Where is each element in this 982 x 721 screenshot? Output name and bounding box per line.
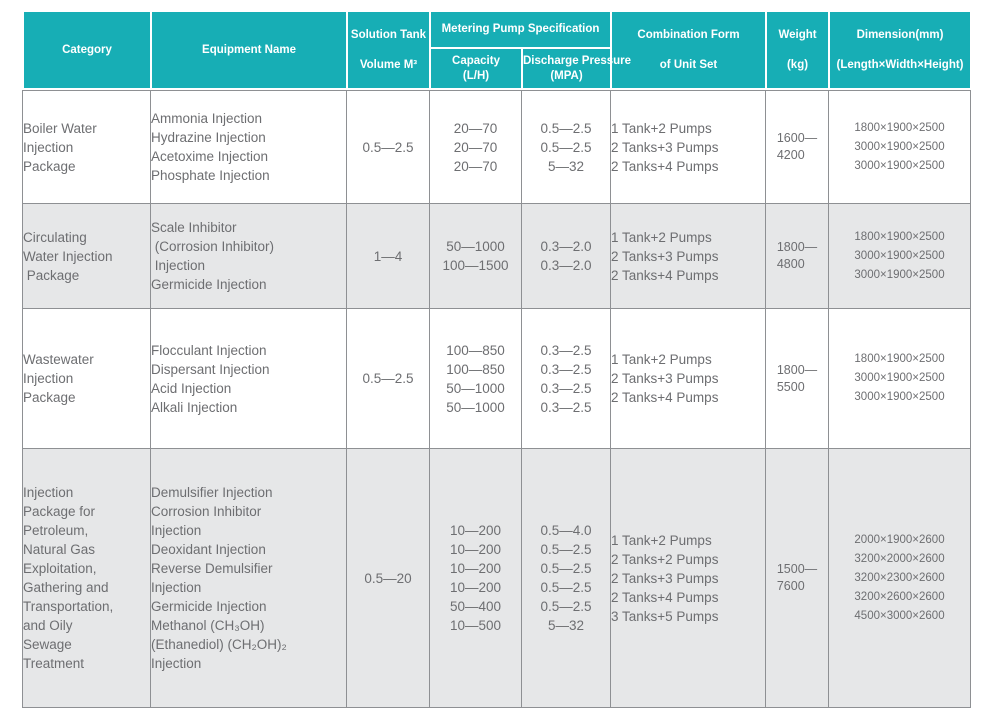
cell-discharge: 0.3—2.5 0.3—2.5 0.3—2.5 0.3—2.5 (521, 308, 611, 449)
cell-dimension: 1800×1900×2500 3000×1900×2500 3000×1900×… (828, 203, 971, 309)
discharge-text: 0.5—2.5 0.5—2.5 5—32 (540, 120, 592, 174)
discharge-text: 0.5—4.0 0.5—2.5 0.5—2.5 0.5—2.5 0.5—2.5 … (540, 523, 592, 633)
equipment-text: Demulsifier Injection Corrosion Inhibito… (151, 485, 287, 671)
header-weight: Weight (kg) (765, 10, 831, 90)
cell-capacity: 100—850 100—850 50—1000 50—1000 (429, 308, 522, 449)
cell-equipment: Scale Inhibitor (Corrosion Inhibitor) In… (150, 203, 347, 309)
tank-volume-text: 0.5—2.5 (362, 139, 414, 155)
cell-weight: 1800— 5500 (765, 308, 829, 449)
cell-category: Wastewater Injection Package (22, 308, 151, 449)
header-solution-tank-volume-label: Solution Tank Volume M³ (350, 29, 427, 71)
weight-text: 1800— 5500 (776, 362, 818, 394)
cell-capacity: 10—200 10—200 10—200 10—200 50—400 10—50… (429, 448, 522, 708)
cell-category: Boiler Water Injection Package (22, 90, 151, 204)
combination-text: 1 Tank+2 Pumps 2 Tanks+3 Pumps 2 Tanks+4… (611, 352, 719, 405)
cell-tank-volume: 0.5—2.5 (346, 308, 430, 449)
cell-combination: 1 Tank+2 Pumps 2 Tanks+3 Pumps 2 Tanks+4… (610, 203, 766, 309)
header-dimension: Dimension(mm) (Length×Width×Height) (828, 10, 973, 90)
weight-text: 1600— 4200 (776, 131, 818, 162)
capacity-text: 20—70 20—70 20—70 (453, 120, 498, 174)
tank-volume-text: 0.5—2.5 (362, 371, 414, 386)
cell-combination: 1 Tank+2 Pumps 2 Tanks+3 Pumps 2 Tanks+4… (610, 308, 766, 449)
discharge-text: 0.3—2.5 0.3—2.5 0.3—2.5 0.3—2.5 (540, 342, 592, 415)
header-category: Category (22, 10, 152, 90)
cell-tank-volume: 0.5—20 (346, 448, 430, 708)
equipment-spec-table: Category Equipment Name Solution Tank Vo… (22, 10, 973, 708)
table-row-boiler-water: Boiler Water Injection Package Ammonia I… (22, 90, 971, 204)
header-combination-form-label: Combination Form of Unit Set (637, 29, 740, 71)
header-discharge-pressure-label: Discharge Pressure (MPA) (523, 54, 632, 82)
equipment-text: Ammonia Injection Hydrazine Injection Ac… (151, 111, 270, 183)
header-capacity-label: Capacity (L/H) (452, 54, 500, 82)
cell-dimension: 1800×1900×2500 3000×1900×2500 3000×1900×… (828, 308, 971, 449)
header-discharge-pressure: Discharge Pressure (MPA) (520, 47, 631, 90)
category-text: Circulating Water Injection Package (23, 229, 113, 283)
cell-discharge: 0.5—4.0 0.5—2.5 0.5—2.5 0.5—2.5 0.5—2.5 … (521, 448, 611, 708)
cell-equipment: Demulsifier Injection Corrosion Inhibito… (150, 448, 347, 708)
cell-dimension: 2000×1900×2600 3200×2000×2600 3200×2300×… (828, 448, 971, 708)
cell-weight: 1500— 7600 (765, 448, 829, 708)
weight-text: 1800— 4800 (776, 240, 818, 271)
spec-table-body: Boiler Water Injection Package Ammonia I… (22, 90, 971, 708)
cell-equipment: Flocculant Injection Dispersant Injectio… (150, 308, 347, 449)
cell-capacity: 20—70 20—70 20—70 (429, 90, 522, 204)
cell-weight: 1800— 4800 (765, 203, 829, 309)
header-metering-pump-spec-label: Metering Pump Specification (441, 23, 600, 35)
combination-text: 1 Tank+2 Pumps 2 Tanks+2 Pumps 2 Tanks+3… (611, 532, 719, 624)
cell-discharge: 0.3—2.0 0.3—2.0 (521, 203, 611, 309)
header-equipment-name: Equipment Name (150, 10, 348, 90)
dimension-text: 1800×1900×2500 3000×1900×2500 3000×1900×… (854, 230, 945, 281)
cell-equipment: Ammonia Injection Hydrazine Injection Ac… (150, 90, 347, 204)
cell-tank-volume: 0.5—2.5 (346, 90, 430, 204)
header-solution-tank-volume: Solution Tank Volume M³ (346, 10, 431, 90)
table-row-wastewater: Wastewater Injection Package Flocculant … (22, 308, 971, 449)
header-category-label: Category (62, 44, 112, 56)
header-combination-form: Combination Form of Unit Set (610, 10, 768, 90)
cell-category: Circulating Water Injection Package (22, 203, 151, 309)
capacity-text: 10—200 10—200 10—200 10—200 50—400 10—50… (449, 523, 502, 633)
dimension-text: 1800×1900×2500 3000×1900×2500 3000×1900×… (854, 353, 945, 403)
equipment-text: Flocculant Injection Dispersant Injectio… (151, 342, 270, 415)
cell-category: Injection Package for Petroleum, Natural… (22, 448, 151, 708)
capacity-text: 100—850 100—850 50—1000 50—1000 (446, 342, 505, 415)
discharge-text: 0.3—2.0 0.3—2.0 (540, 239, 592, 273)
table-row-petroleum: Injection Package for Petroleum, Natural… (22, 448, 971, 708)
cell-dimension: 1800×1900×2500 3000×1900×2500 3000×1900×… (828, 90, 971, 204)
table-row-circulating-water: Circulating Water Injection Package Scal… (22, 203, 971, 309)
cell-weight: 1600— 4200 (765, 90, 829, 204)
equipment-text: Scale Inhibitor (Corrosion Inhibitor) In… (151, 220, 275, 292)
cell-capacity: 50—1000 100—1500 (429, 203, 522, 309)
cell-tank-volume: 1—4 (346, 203, 430, 309)
tank-volume-text: 0.5—20 (364, 570, 412, 586)
capacity-text: 50—1000 100—1500 (442, 239, 509, 273)
header-metering-pump-spec: Metering Pump Specification (428, 10, 613, 49)
header-capacity: Capacity (L/H) (429, 47, 523, 90)
weight-text: 1500— 7600 (776, 562, 818, 593)
tank-volume-text: 1—4 (373, 248, 403, 264)
category-text: Wastewater Injection Package (23, 352, 94, 405)
header-dimension-label: Dimension(mm) (Length×Width×Height) (836, 29, 964, 71)
dimension-text: 1800×1900×2500 3000×1900×2500 3000×1900×… (854, 121, 945, 172)
cell-discharge: 0.5—2.5 0.5—2.5 5—32 (521, 90, 611, 204)
dimension-text: 2000×1900×2600 3200×2000×2600 3200×2300×… (854, 533, 945, 622)
category-text: Injection Package for Petroleum, Natural… (23, 485, 114, 671)
header-equipment-name-label: Equipment Name (202, 44, 296, 56)
header-weight-label: Weight (kg) (778, 29, 817, 71)
cell-combination: 1 Tank+2 Pumps 2 Tanks+2 Pumps 2 Tanks+3… (610, 448, 766, 708)
cell-combination: 1 Tank+2 Pumps 2 Tanks+3 Pumps 2 Tanks+4… (610, 90, 766, 204)
category-text: Boiler Water Injection Package (23, 120, 97, 174)
spec-table-header: Category Equipment Name Solution Tank Vo… (22, 10, 973, 90)
combination-text: 1 Tank+2 Pumps 2 Tanks+3 Pumps 2 Tanks+4… (611, 120, 719, 174)
combination-text: 1 Tank+2 Pumps 2 Tanks+3 Pumps 2 Tanks+4… (611, 229, 719, 283)
